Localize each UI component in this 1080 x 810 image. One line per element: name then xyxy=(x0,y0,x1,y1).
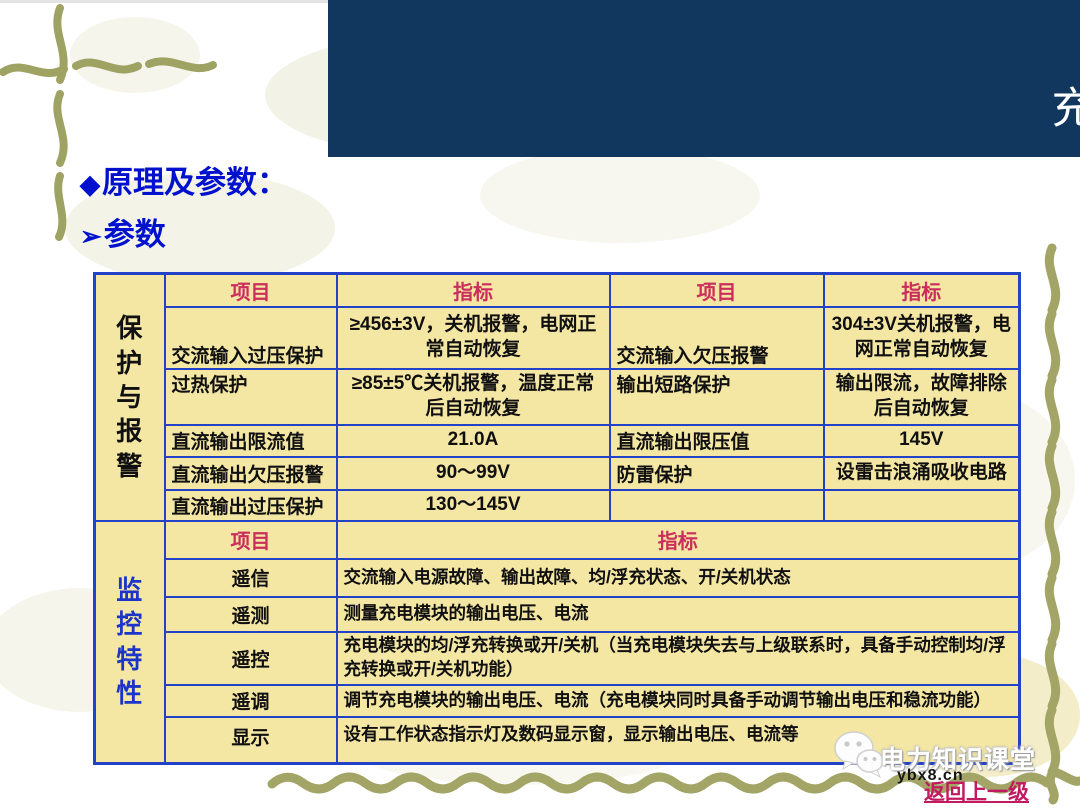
vine-bottom-band xyxy=(267,772,1052,794)
item-cell: 交流输入过压保护 xyxy=(163,305,338,370)
item-cell: 过热保护 xyxy=(163,367,338,426)
col-header-spec-left: 指标 xyxy=(335,272,611,308)
spec-cell: 90～99V xyxy=(335,455,611,491)
spec-cell: 调节充电模块的输出电压、电流（充电模块同时具备手动调节输出电压和稳流功能） xyxy=(335,683,1021,718)
section-label-monitoring: 监控特性 xyxy=(93,519,166,765)
spec-cell: 充电模块的均/浮充转换或开/关机（当充电模块失去与上级联系时，具备手动控制均/浮… xyxy=(335,630,1021,686)
item-cell: 遥信 xyxy=(163,557,338,598)
item-cell: 直流输出限流值 xyxy=(163,423,338,458)
spec-cell: 304±3V关机报警，电网正常自动恢复 xyxy=(822,305,1021,370)
item-cell: 遥调 xyxy=(163,683,338,718)
spec-cell: 145V xyxy=(822,423,1021,458)
vertical-label: 保护与报警 xyxy=(116,313,144,481)
item-cell: 输出短路保护 xyxy=(608,367,825,426)
col-header-item: 项目 xyxy=(163,519,338,560)
item-cell-empty xyxy=(608,488,825,522)
item-cell: 防雷保护 xyxy=(608,455,825,491)
spec-cell: 交流输入电源故障、输出故障、均/浮充状态、开/关机状态 xyxy=(335,557,1021,598)
vertical-label: 监控特性 xyxy=(116,575,144,709)
item-cell: 交流输入欠压报警 xyxy=(608,305,825,370)
item-cell: 遥测 xyxy=(163,595,338,633)
spec-cell: 设有工作状态指示灯及数码显示窗，显示输出电压、电流等 xyxy=(335,715,1021,765)
spec-cell: ≥85±5℃关机报警，温度正常后自动恢复 xyxy=(335,367,611,426)
col-header-spec: 指标 xyxy=(335,519,1021,560)
col-header-spec-right: 指标 xyxy=(822,272,1021,308)
title-bar: 充电机 xyxy=(328,0,1080,157)
col-header-item-right: 项目 xyxy=(608,272,825,308)
back-to-previous-link[interactable]: 返回上一级 xyxy=(924,781,1029,804)
col-header-item-left: 项目 xyxy=(163,272,338,308)
section-label-protection: 保护与报警 xyxy=(93,272,166,522)
heading-text: 参数 xyxy=(103,217,166,252)
diamond-bullet-icon: ◆ xyxy=(80,169,100,199)
arrow-bullet-icon: ➢ xyxy=(80,221,102,251)
vine-cross xyxy=(0,4,217,241)
page-title: 充电机 xyxy=(928,74,1080,136)
spec-cell: 测量充电模块的输出电压、电流 xyxy=(335,595,1021,633)
item-cell: 直流输出欠压报警 xyxy=(163,455,338,491)
parameters-table: 保护与报警 项目 指标 项目 指标 交流输入过压保护 ≥456±3V，关机报警，… xyxy=(93,272,1021,765)
section-heading-principle: ◆原理及参数： xyxy=(80,165,288,202)
site-url: ybx8.cn xyxy=(897,767,964,784)
item-cell: 显示 xyxy=(163,715,338,765)
spec-cell: 输出限流，故障排除后自动恢复 xyxy=(822,367,1021,426)
spec-cell: ≥456±3V，关机报警，电网正常自动恢复 xyxy=(335,305,611,370)
item-cell: 遥控 xyxy=(163,630,338,686)
spec-cell: 130～145V xyxy=(335,488,611,522)
item-cell: 直流输出过压保护 xyxy=(163,488,338,522)
section-heading-parameters: ➢参数 xyxy=(80,217,166,254)
watermark-brand: 电力知识课堂 xyxy=(880,746,1037,774)
heading-text: 原理及参数： xyxy=(102,165,288,200)
spec-cell: 设雷击浪涌吸收电路 xyxy=(822,455,1021,491)
spec-cell-empty xyxy=(822,488,1021,522)
spec-cell: 21.0A xyxy=(335,423,611,458)
item-cell: 直流输出限压值 xyxy=(608,423,825,458)
wechat-icon xyxy=(834,731,884,779)
vine-right xyxy=(1044,243,1080,805)
